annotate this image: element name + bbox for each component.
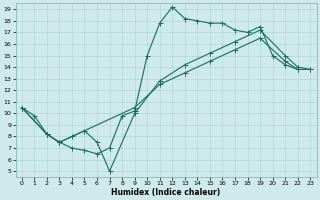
- X-axis label: Humidex (Indice chaleur): Humidex (Indice chaleur): [111, 188, 221, 197]
